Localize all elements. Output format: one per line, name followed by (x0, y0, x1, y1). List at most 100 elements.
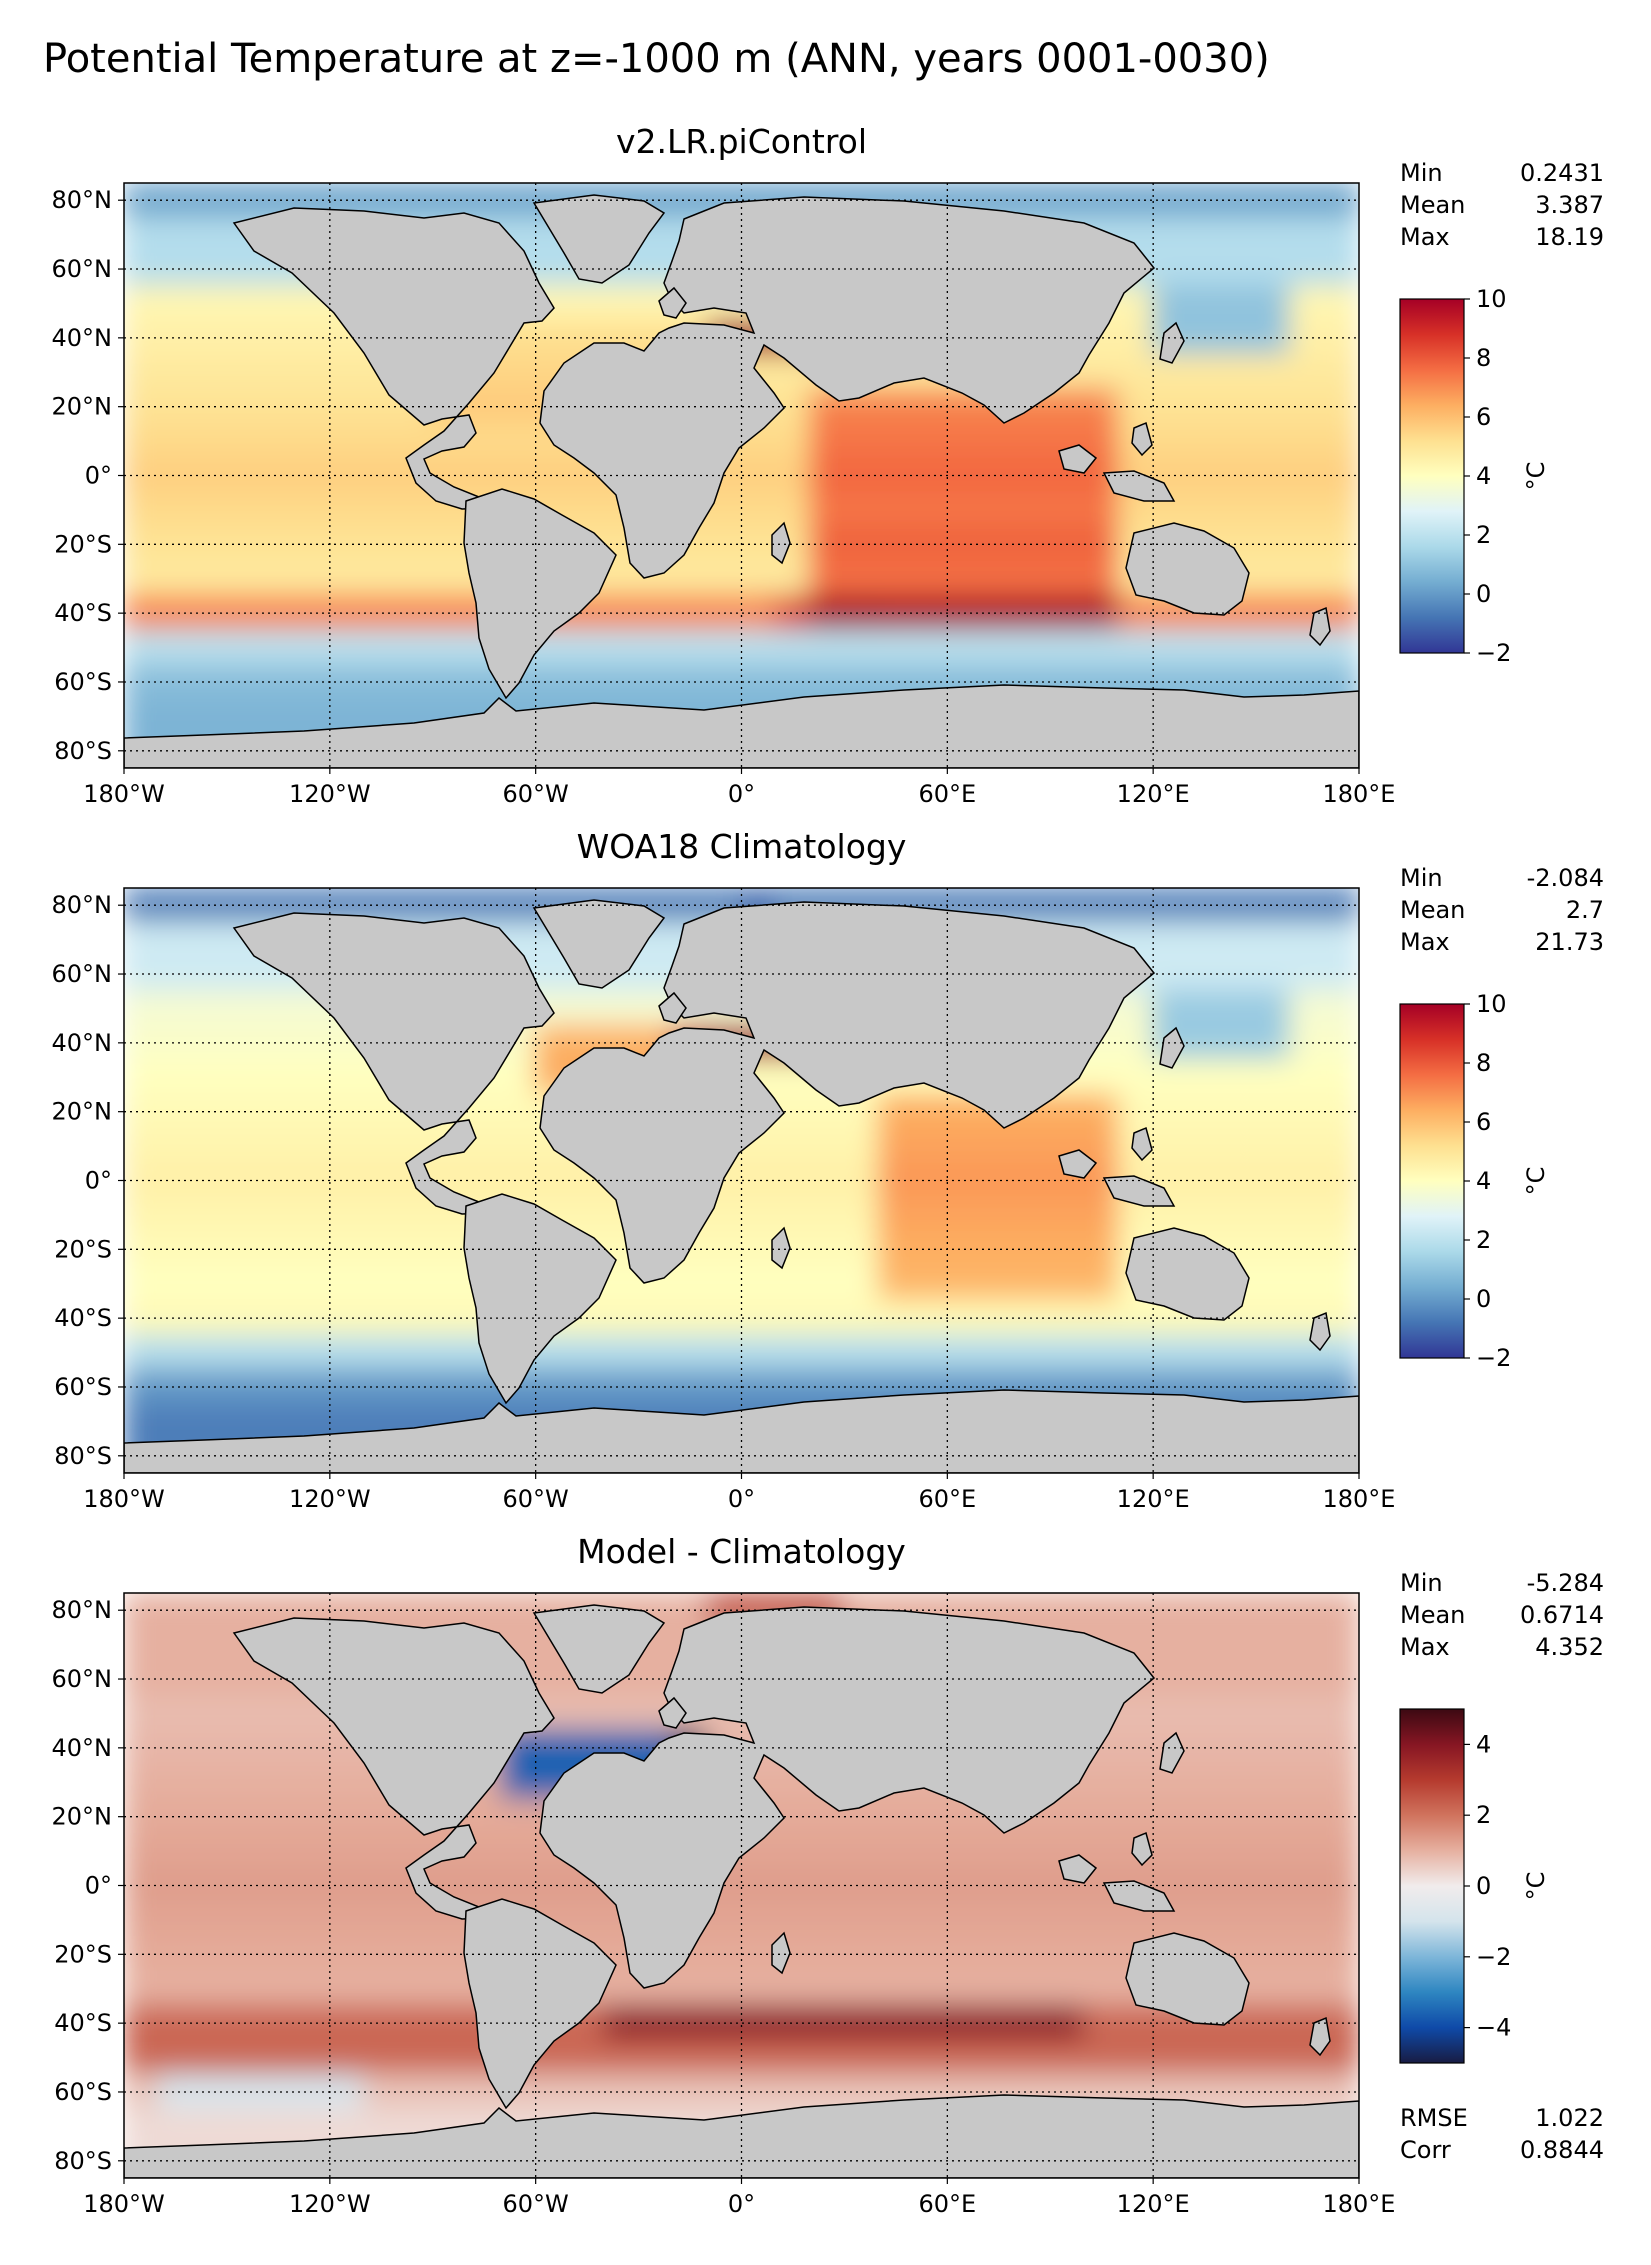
field-cell (1083, 1059, 1120, 1096)
field-cell (431, 560, 469, 597)
field-cell (1117, 2039, 1155, 2076)
field-cell (124, 921, 160, 958)
field-cell (157, 888, 194, 924)
lon-tick-label: 120°W (289, 1485, 371, 1513)
field-cell (157, 526, 194, 563)
field-cell (1220, 1660, 1258, 1698)
field-cell (500, 1867, 537, 1904)
field-cell (912, 1299, 949, 1337)
field-cell (1049, 2039, 1086, 2076)
field-cell (157, 491, 194, 529)
field-cell (397, 629, 434, 666)
field-cell (534, 2073, 571, 2111)
field-cell (225, 1901, 263, 1939)
field-cell (157, 1798, 194, 1835)
field-cell (740, 560, 777, 597)
field-cell (809, 1127, 846, 1165)
field-cell (1186, 491, 1223, 529)
field-cell (1255, 594, 1292, 632)
field-cell (363, 1265, 400, 1302)
field-cell (568, 990, 606, 1027)
field-cell (809, 629, 846, 666)
colorbar: 10 8 6 4 2 0 −2 °C (1399, 285, 1550, 667)
field-cell (1255, 1127, 1292, 1165)
field-cell (912, 1798, 949, 1835)
field-cell (1083, 388, 1120, 425)
stats-box: Min -5.284 Mean 0.6714 Max 4.352 (1400, 1569, 1604, 1661)
field-cell (1323, 216, 1359, 253)
colorbar-tick-label: 6 (1476, 403, 1491, 431)
field-cell (603, 594, 640, 632)
field-cell (157, 1936, 194, 1973)
field-cell (328, 2039, 366, 2076)
field-cell (225, 354, 263, 391)
field-cell (1289, 216, 1326, 253)
field-cell (774, 1334, 812, 1371)
field-cell (1323, 1832, 1359, 1870)
field-cell (877, 1334, 915, 1371)
field-cell (843, 1901, 880, 1939)
field-cell (912, 629, 949, 666)
field-cell (912, 457, 949, 494)
field-cell (328, 1764, 366, 1801)
field-cell (1049, 1901, 1086, 1939)
field-cell (1220, 921, 1258, 958)
field-cell (1014, 1196, 1052, 1234)
field-cell (1083, 1593, 1120, 1629)
field-cell (740, 629, 777, 666)
field-cell (843, 1196, 880, 1234)
panel-title: v2.LR.piControl (616, 122, 867, 161)
field-cell (637, 1334, 674, 1371)
field-cell (1289, 1832, 1326, 1870)
stat-max-value: 18.19 (1535, 223, 1604, 251)
field-cell (1323, 1127, 1359, 1165)
field-cell (124, 629, 160, 666)
field-cell (1049, 1265, 1086, 1302)
lat-tick-label: 60°S (54, 1373, 112, 1401)
field-cell (157, 1729, 194, 1767)
field-cell (740, 1970, 777, 2007)
lon-tick-label: 120°E (1117, 2190, 1190, 2218)
field-cell (260, 1127, 297, 1165)
field-cell (1255, 1936, 1292, 1973)
colorbar-gradient (1399, 298, 1465, 654)
field-cell (1186, 216, 1223, 253)
field-cell (1186, 1626, 1223, 1663)
field-cell (877, 1265, 915, 1302)
field-cell (1255, 1334, 1292, 1371)
stat-max-value: 4.352 (1535, 1633, 1604, 1661)
field-cell (1117, 1059, 1155, 1096)
field-cell (843, 1127, 880, 1165)
field-cell (1117, 1024, 1155, 1062)
field-cell (1186, 1127, 1223, 1165)
field-cell (1083, 1764, 1120, 1801)
stat-min-value: -5.284 (1527, 1569, 1604, 1597)
field-cell (294, 1196, 331, 1234)
colorbar: 10 8 6 4 2 0 −2 °C (1399, 990, 1550, 1372)
field-cell (191, 2108, 228, 2145)
field-cell (980, 1162, 1017, 1199)
colorbar-tick-label: 2 (1476, 1226, 1491, 1254)
field-cell (534, 457, 571, 494)
field-cell (774, 1970, 812, 2007)
field-cell (671, 1265, 709, 1302)
field-cell (1323, 1867, 1359, 1904)
field-cell (946, 2039, 983, 2076)
lon-tick-label: 180°W (83, 780, 165, 808)
field-cell (1220, 1024, 1258, 1062)
field-cell (363, 594, 400, 632)
field-cell (1255, 1059, 1292, 1096)
stat-min-label: Min (1400, 159, 1443, 187)
map-area (124, 888, 1359, 1473)
stat-max-label: Max (1400, 223, 1450, 251)
field-cell (260, 1403, 297, 1440)
lat-tick-label: 40°N (52, 1734, 113, 1762)
field-cell (1255, 1093, 1292, 1130)
field-cell (740, 1265, 777, 1302)
panel-difference: Model - Climatology 180°W 120°W 60°W 0° 60°E… (52, 1532, 1605, 2218)
lon-tick-label: 180°E (1323, 780, 1396, 808)
field-cell (1255, 921, 1292, 958)
field-cell (363, 1196, 400, 1234)
field-cell (124, 526, 160, 563)
field-cell (912, 526, 949, 563)
